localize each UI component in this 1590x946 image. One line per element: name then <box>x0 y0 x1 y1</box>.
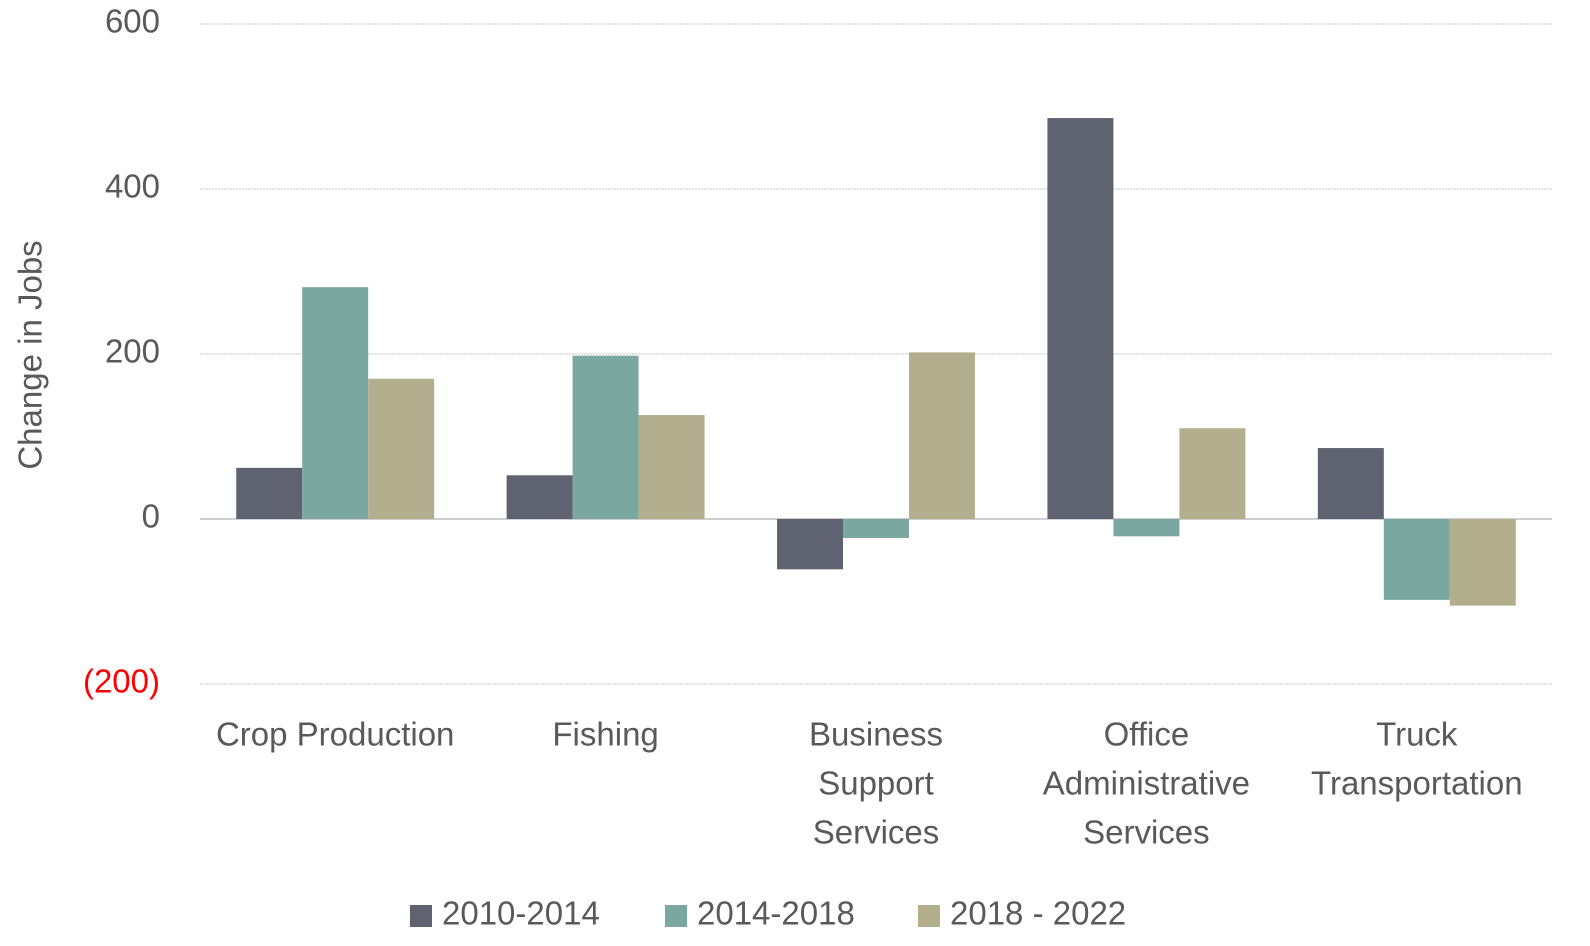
y-tick-label: (200) <box>83 663 160 700</box>
y-tick-label: 200 <box>105 333 160 370</box>
bar <box>1113 519 1180 537</box>
x-tick-label: Truck <box>1376 716 1458 753</box>
bar <box>638 415 705 519</box>
bar <box>1047 118 1114 520</box>
legend-swatch <box>665 905 687 927</box>
x-tick-label: Support <box>818 765 934 802</box>
x-tick-label: Services <box>1083 814 1210 851</box>
bar <box>1179 428 1246 519</box>
bar <box>1317 448 1384 519</box>
bar <box>368 378 435 519</box>
bar <box>236 467 303 519</box>
bar <box>506 475 573 519</box>
y-axis-label: Change in Jobs <box>12 240 49 469</box>
x-tick-label: Office <box>1104 716 1190 753</box>
x-tick-label: Crop Production <box>216 716 454 753</box>
x-tick-label: Fishing <box>552 716 658 753</box>
legend-label: 2014-2018 <box>697 895 855 932</box>
legend-swatch <box>918 905 940 927</box>
bar <box>777 519 844 570</box>
x-tick-label: Transportation <box>1311 765 1523 802</box>
bar <box>1383 519 1450 600</box>
legend-label: 2018 - 2022 <box>950 895 1126 932</box>
bar <box>572 355 639 519</box>
x-tick-label: Business <box>809 716 943 753</box>
y-tick-label: 600 <box>105 3 160 40</box>
y-tick-label: 400 <box>105 168 160 205</box>
x-tick-label: Services <box>813 814 940 851</box>
bar <box>302 287 369 519</box>
y-tick-label: 0 <box>142 498 160 535</box>
bar <box>1449 519 1516 606</box>
legend-swatch <box>410 905 432 927</box>
legend-label: 2010-2014 <box>442 895 600 932</box>
bar <box>908 352 975 519</box>
bar <box>843 519 909 538</box>
x-tick-label: Administrative <box>1043 765 1250 802</box>
